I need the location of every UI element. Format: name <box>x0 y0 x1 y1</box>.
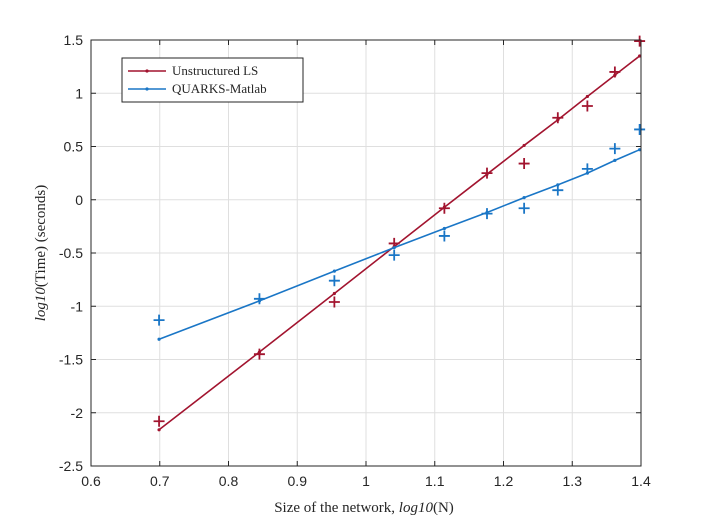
ticks <box>90 39 642 467</box>
measured-marker-quarks-matlab <box>634 123 646 135</box>
measured-marker-unstructured-ls <box>153 415 165 427</box>
series-unstructured-ls <box>153 35 646 432</box>
measured-marker-unstructured-ls <box>328 296 340 308</box>
measured-marker-unstructured-ls <box>518 158 530 170</box>
x-tick-label: 0.7 <box>150 473 170 489</box>
x-tick-label: 1 <box>362 473 370 489</box>
fit-point-unstructured-ls <box>157 428 161 432</box>
measured-marker-unstructured-ls <box>581 100 593 112</box>
fit-point-unstructured-ls <box>332 291 336 296</box>
x-axis-label: Size of the network, log10(N) <box>274 500 454 516</box>
x-tick-label: 1.4 <box>631 473 651 489</box>
fit-point-unstructured-ls <box>585 94 589 99</box>
y-axis-label: log10(Time) (seconds) <box>33 185 49 322</box>
measured-marker-unstructured-ls <box>253 348 265 360</box>
legend-box <box>121 57 304 103</box>
measured-marker-quarks-matlab <box>481 208 493 220</box>
measured-marker-quarks-matlab <box>438 230 450 242</box>
measured-marker-quarks-matlab <box>609 143 621 155</box>
measured-marker-quarks-matlab <box>552 184 564 196</box>
measured-marker-unstructured-ls <box>552 112 564 124</box>
legend-label-unstructured-ls: Unstructured LS <box>172 63 258 78</box>
measured-marker-unstructured-ls <box>609 66 621 78</box>
fit-point-quarks-matlab <box>613 158 617 162</box>
series-layer <box>153 35 646 432</box>
fit-point-quarks-matlab <box>392 246 396 250</box>
x-axis-label-suffix: (N) <box>433 500 454 516</box>
y-tick-label: 0.5 <box>64 139 84 155</box>
measured-marker-unstructured-ls <box>438 202 450 214</box>
measured-marker-quarks-matlab <box>581 163 593 175</box>
y-tick-label: -2.5 <box>59 458 83 474</box>
x-tick-label: 0.8 <box>219 473 239 489</box>
fit-point-quarks-matlab <box>522 196 526 200</box>
measured-marker-quarks-matlab <box>253 293 265 305</box>
fit-point-quarks-matlab <box>157 337 161 341</box>
measured-marker-unstructured-ls <box>481 167 493 179</box>
x-axis-label-prefix: Size of the network, <box>274 500 399 516</box>
series-quarks-matlab <box>153 123 646 341</box>
x-tick-label: 1.3 <box>563 473 583 489</box>
fit-point-quarks-matlab <box>638 148 642 152</box>
y-tick-label: -1 <box>71 298 84 314</box>
fit-point-quarks-matlab <box>442 226 446 231</box>
x-tick-label: 1.1 <box>425 473 445 489</box>
legend-label-quarks-matlab: QUARKS-Matlab <box>172 81 267 96</box>
y-tick-label: 1.5 <box>64 32 84 48</box>
fit-point-quarks-matlab <box>332 269 336 273</box>
y-tick-label: -2 <box>71 405 84 421</box>
y-tick-label: 1 <box>75 85 83 101</box>
fit-point-unstructured-ls <box>522 143 526 148</box>
tick-labels: 0.6 0.7 0.8 0.9 1 1.1 1.2 1.3 1.4 -2.5 -2 -1.5 -1 -0.… <box>59 32 651 489</box>
y-tick-label: 0 <box>75 192 83 208</box>
y-axis-label-suffix: (Time) (seconds) <box>33 185 49 287</box>
x-axis-label-italic: log10 <box>399 500 434 516</box>
x-tick-label: 0.9 <box>288 473 308 489</box>
y-tick-label: -1.5 <box>59 352 83 368</box>
x-tick-label: 0.6 <box>81 473 101 489</box>
legend-marker-unstructured-ls <box>145 69 149 73</box>
measured-marker-quarks-matlab <box>518 202 530 214</box>
measured-marker-quarks-matlab <box>388 249 400 261</box>
legend: Unstructured LS QUARKS-Matlab <box>121 57 304 103</box>
measured-marker-quarks-matlab <box>328 275 340 287</box>
fit-point-unstructured-ls <box>638 54 642 58</box>
legend-marker-quarks-matlab <box>145 87 149 91</box>
x-tick-label: 1.2 <box>494 473 514 489</box>
measured-marker-quarks-matlab <box>153 314 165 326</box>
y-axis-label-italic: log10 <box>33 287 49 322</box>
measured-marker-unstructured-ls <box>634 35 646 47</box>
y-tick-label: -0.5 <box>59 245 83 261</box>
